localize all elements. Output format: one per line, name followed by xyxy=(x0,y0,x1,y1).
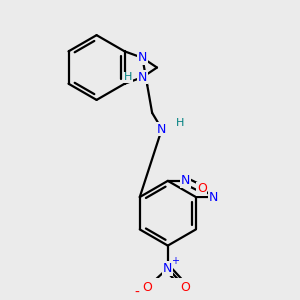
Text: N: N xyxy=(181,174,190,188)
Text: N: N xyxy=(138,71,147,84)
Text: N: N xyxy=(157,123,167,136)
Text: N: N xyxy=(163,262,172,275)
Text: N: N xyxy=(209,190,218,203)
Text: +: + xyxy=(171,256,179,266)
Text: O: O xyxy=(142,281,152,294)
Text: H: H xyxy=(176,118,184,128)
Text: N: N xyxy=(138,51,147,64)
Text: O: O xyxy=(197,182,207,196)
Text: O: O xyxy=(181,281,190,294)
Text: H: H xyxy=(124,72,132,82)
Text: -: - xyxy=(135,286,140,300)
